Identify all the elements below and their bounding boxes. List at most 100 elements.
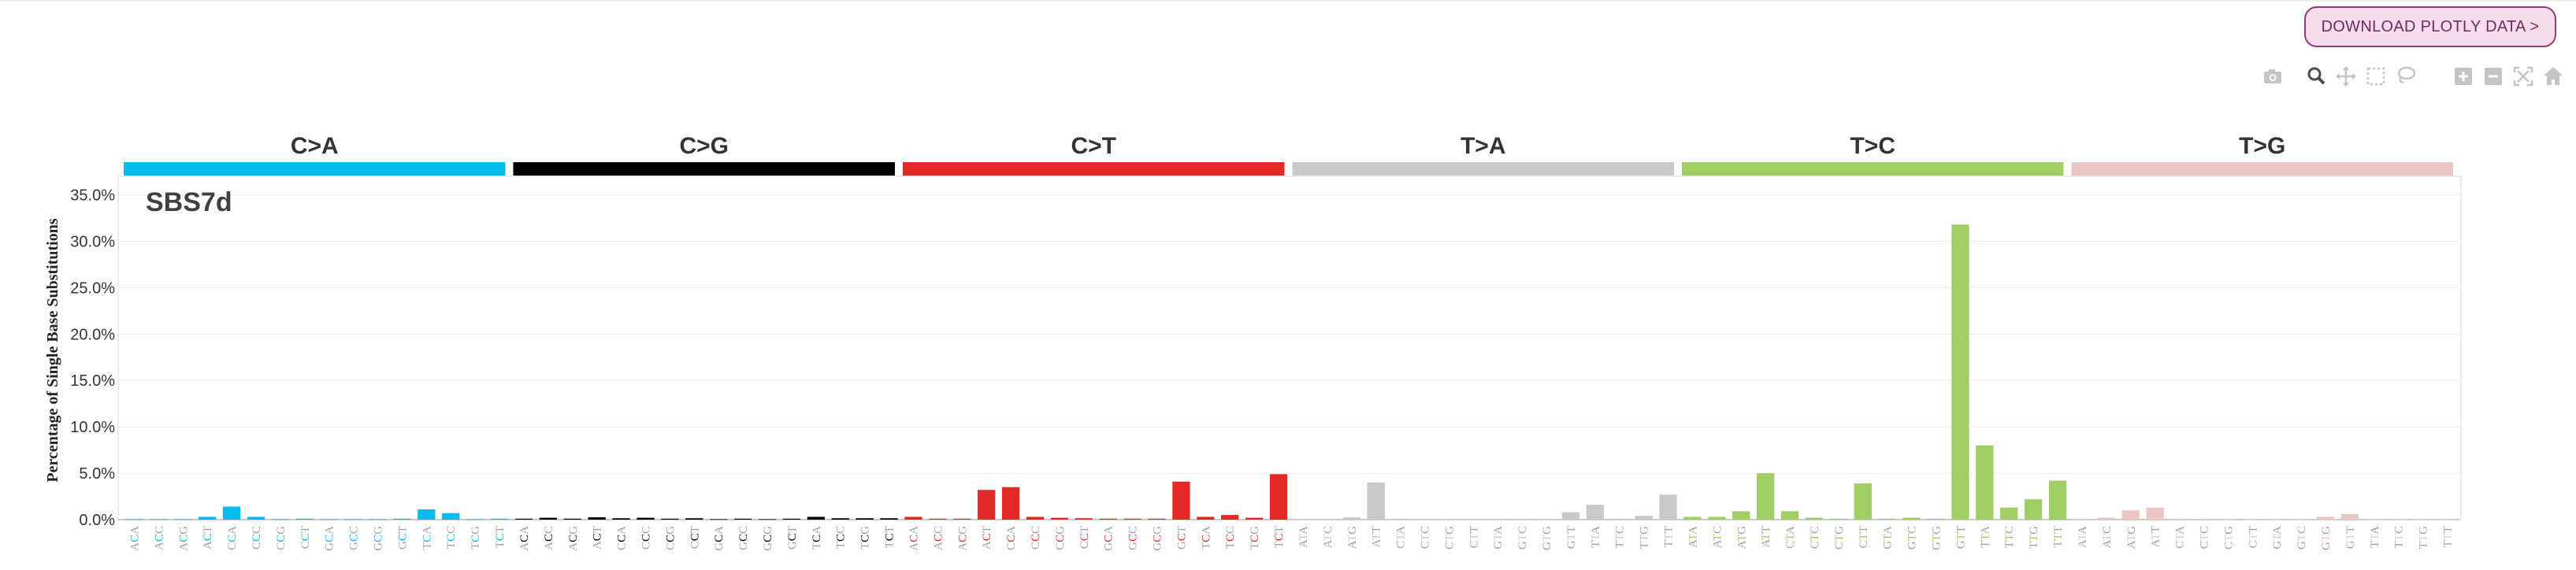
x-tick-label: ATT [1371, 526, 1383, 548]
bar [1342, 517, 1360, 520]
zoom-icon[interactable] [2304, 65, 2328, 88]
bar [685, 518, 703, 520]
box-select-icon[interactable] [2364, 65, 2388, 88]
group-header-label: T>C [1850, 133, 1895, 159]
x-tick-label: GCA [713, 526, 726, 551]
x-tick-label: ACT [202, 526, 214, 550]
x-tick-label: ACT [592, 526, 604, 550]
bar [1537, 519, 1556, 520]
bar [1221, 515, 1239, 520]
x-tick-label: CCC [251, 526, 263, 550]
x-tick-label: TTG [2028, 526, 2040, 549]
zoom-in-icon[interactable] [2452, 65, 2475, 88]
x-tick-label: ATG [1735, 526, 1748, 549]
x-tick-label: CCG [275, 526, 288, 550]
reset-axes-icon[interactable] [2541, 65, 2565, 88]
bar [1391, 518, 1409, 520]
bar [929, 518, 947, 520]
bar [1561, 512, 1580, 520]
bar [150, 519, 168, 520]
bar [563, 518, 581, 520]
lasso-select-icon[interactable] [2394, 65, 2418, 88]
bar [1416, 519, 1434, 520]
bar [1464, 519, 1483, 520]
bar [1245, 517, 1264, 520]
zoom-out-icon[interactable] [2481, 65, 2505, 88]
x-tick-label: TCC [1224, 526, 1237, 549]
x-tick-label: CCC [1030, 526, 1042, 550]
x-tick-label: CCT [689, 526, 701, 549]
x-tick-label: ATT [1760, 526, 1772, 548]
sbs-chart: C>A C>G C>T T>A T>C T>G 0.0% 5.0% 10.0% 15.0% 20.… [44, 133, 2462, 551]
bar [2170, 518, 2188, 520]
bar [1708, 516, 1726, 520]
x-tick-label: CCT [1078, 526, 1091, 549]
x-tick-label: ACC [932, 526, 945, 550]
x-tick-label: ACA [518, 526, 531, 551]
y-tick-label: 10.0% [70, 419, 115, 436]
x-tick-label: TCT [494, 526, 507, 548]
x-tick-label: CTG [1833, 526, 1846, 550]
bar [2268, 519, 2286, 520]
group-header-bar [2071, 162, 2453, 176]
x-tick-label: CTT [1468, 526, 1480, 548]
bar [1659, 494, 1677, 520]
grid-lines [118, 194, 2459, 520]
bar [1367, 482, 1385, 520]
download-plotly-data-button[interactable]: DOWNLOAD PLOTLY DATA > [2304, 6, 2556, 47]
x-tick-label: TCT [884, 526, 896, 548]
x-tick-label: GCC [348, 526, 361, 550]
bar [856, 518, 874, 520]
bar [1780, 511, 1799, 520]
x-tick-label: TTT [2052, 526, 2065, 548]
bar [199, 516, 217, 520]
x-tick-label: CTG [1443, 526, 1456, 550]
bar [2244, 519, 2262, 520]
camera-icon[interactable] [2261, 65, 2285, 88]
bars [125, 224, 2456, 520]
bar [807, 516, 825, 520]
pan-icon[interactable] [2334, 65, 2358, 88]
autoscale-icon[interactable] [2511, 65, 2535, 88]
x-tick-label: GTT [1565, 526, 1578, 549]
x-tick-label: ATC [1322, 526, 1334, 548]
x-tick-label: ACA [128, 526, 141, 551]
x-tick-label: GTG [1931, 526, 1943, 550]
x-tick-label: CCC [640, 526, 652, 550]
x-tick-label: ATA [2077, 526, 2089, 548]
group-header-label: T>A [1461, 133, 1506, 159]
x-tick-label: TCC [835, 526, 848, 549]
x-tick-label: GCG [373, 526, 385, 551]
x-tick-label: GTT [1954, 526, 1967, 549]
y-tick-label: 25.0% [70, 279, 115, 297]
group-header-label: C>A [291, 133, 339, 159]
x-tick-label: GCT [1175, 526, 1188, 550]
x-tick-label: CCA [226, 526, 239, 550]
x-tick-label: ACA [908, 526, 920, 551]
bar [1269, 474, 1288, 520]
bar [2121, 510, 2140, 520]
bar [661, 518, 679, 520]
x-tick-label: CTC [1809, 526, 1821, 549]
x-tick-label: TTC [2393, 526, 2406, 548]
x-tick-label: TCG [859, 526, 872, 550]
x-tick-label: GTA [1492, 526, 1505, 550]
x-tick-label: CCG [664, 526, 677, 550]
bar [758, 519, 777, 520]
bar [1294, 519, 1312, 520]
x-tick-label: GCA [1103, 526, 1115, 551]
bar [1805, 517, 1824, 520]
x-tick-label: TCC [445, 526, 458, 549]
y-tick-label: 35.0% [70, 187, 115, 205]
bar [539, 517, 557, 520]
x-tick-label: TTC [2003, 526, 2016, 548]
x-tick-label: TTG [1639, 526, 1651, 549]
x-tick-label: ACG [567, 526, 580, 551]
bar [1635, 516, 1653, 520]
x-tick-label: TTT [2442, 526, 2455, 548]
x-tick-label: GTG [1541, 526, 1553, 550]
x-tick-label: ACG [956, 526, 969, 551]
bar [1489, 519, 1507, 520]
x-tick-label: TTT [1663, 526, 1676, 548]
x-tick-label: GTC [2296, 526, 2308, 550]
